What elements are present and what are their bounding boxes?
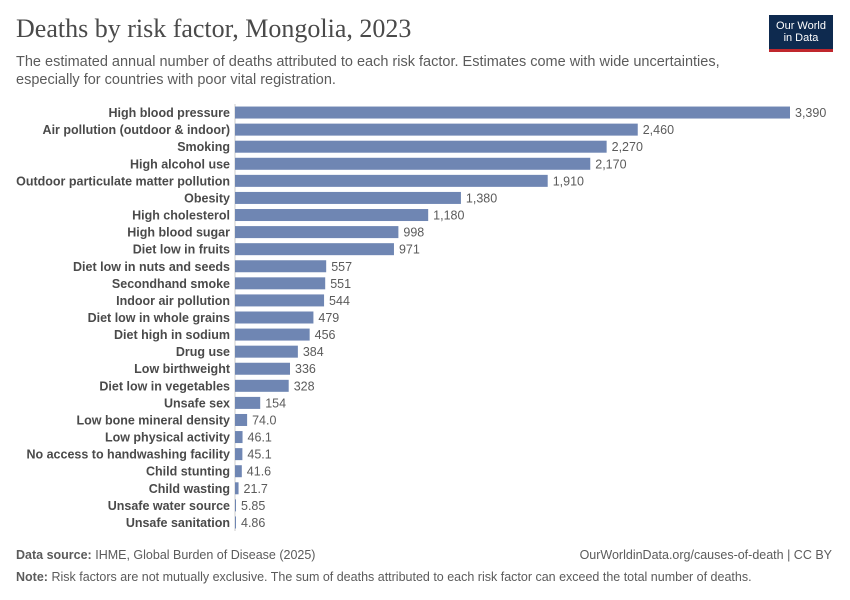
category-label: Low birthweight (134, 362, 231, 376)
category-label: High cholesterol (132, 209, 230, 223)
value-label: 2,270 (612, 140, 643, 154)
bar[interactable] (235, 328, 310, 341)
value-label: 551 (330, 277, 351, 291)
category-label: Unsafe water source (108, 499, 230, 513)
category-label: Diet low in nuts and seeds (73, 260, 230, 274)
value-label: 1,180 (433, 209, 464, 223)
bar[interactable] (235, 499, 236, 512)
value-label: 2,460 (643, 123, 674, 137)
bar[interactable] (235, 362, 291, 375)
category-label: Secondhand smoke (112, 277, 230, 291)
category-label: Obesity (184, 191, 230, 205)
bar[interactable] (235, 294, 325, 307)
value-label: 41.6 (247, 465, 271, 479)
note-label: Note: (16, 570, 48, 584)
bar-chart: High blood pressure 3,390 Air pollution (o… (16, 104, 826, 531)
bar[interactable] (235, 140, 607, 153)
logo-line-1: Our World (776, 20, 826, 32)
bar[interactable] (235, 431, 243, 444)
value-label: 384 (303, 345, 324, 359)
owid-logo[interactable]: Our World in Data (769, 15, 833, 52)
category-label: Indoor air pollution (116, 294, 230, 308)
bar[interactable] (235, 277, 326, 290)
bar[interactable] (235, 123, 638, 136)
category-label: High alcohol use (130, 157, 230, 171)
bar[interactable] (235, 345, 298, 358)
bar[interactable] (235, 465, 242, 478)
value-label: 5.85 (241, 499, 265, 513)
value-label: 328 (294, 379, 315, 393)
source-label: Data source: (16, 548, 92, 562)
value-label: 3,390 (795, 106, 826, 120)
bar[interactable] (235, 413, 248, 426)
bar[interactable] (235, 379, 289, 392)
bar[interactable] (235, 516, 236, 529)
value-label: 4.86 (241, 516, 265, 530)
category-label: Unsafe sex (164, 396, 230, 410)
bar[interactable] (235, 226, 399, 239)
bar[interactable] (235, 157, 591, 170)
value-label: 557 (331, 260, 352, 274)
category-label: Child stunting (146, 465, 230, 479)
value-label: 74.0 (252, 413, 276, 427)
category-label: No access to handwashing facility (26, 448, 230, 462)
note-text: Risk factors are not mutually exclusive.… (51, 570, 752, 584)
category-label: Low bone mineral density (77, 413, 231, 427)
category-label: Smoking (177, 140, 230, 154)
bar[interactable] (235, 482, 239, 495)
category-label: Outdoor particulate matter pollution (16, 174, 230, 188)
value-label: 21.7 (244, 482, 268, 496)
value-label: 2,170 (595, 157, 626, 171)
bar[interactable] (235, 191, 461, 204)
value-label: 1,380 (466, 191, 497, 205)
chart-subtitle: The estimated annual number of deaths at… (16, 54, 720, 88)
bar[interactable] (235, 243, 394, 256)
chart-note: Note: Risk factors are not mutually excl… (16, 570, 752, 584)
bar[interactable] (235, 174, 548, 187)
category-label: Low physical activity (105, 431, 230, 445)
source-text[interactable]: IHME, Global Burden of Disease (2025) (95, 548, 316, 562)
value-label: 1,910 (553, 174, 584, 188)
category-label: High blood sugar (127, 226, 230, 240)
chart-title: Deaths by risk factor, Mongolia, 2023 (16, 14, 412, 43)
value-label: 336 (295, 362, 316, 376)
value-label: 45.1 (247, 448, 271, 462)
bar[interactable] (235, 209, 429, 222)
value-label: 456 (315, 328, 336, 342)
category-label: Diet low in vegetables (99, 379, 230, 393)
category-label: Air pollution (outdoor & indoor) (43, 123, 230, 137)
value-label: 971 (399, 243, 420, 257)
category-label: Unsafe sanitation (126, 516, 230, 530)
logo-line-2: in Data (783, 32, 819, 44)
category-label: High blood pressure (108, 106, 230, 120)
value-label: 46.1 (248, 431, 272, 445)
data-source: Data source: IHME, Global Burden of Dise… (16, 548, 315, 562)
category-label: Diet high in sodium (114, 328, 230, 342)
value-label: 479 (318, 311, 339, 325)
value-label: 544 (329, 294, 350, 308)
bar[interactable] (235, 260, 327, 273)
bar[interactable] (235, 396, 261, 409)
chart-link[interactable]: OurWorldinData.org/causes-of-death | CC … (579, 548, 832, 562)
category-label: Diet low in whole grains (88, 311, 230, 325)
category-label: Diet low in fruits (133, 243, 230, 257)
bar[interactable] (235, 106, 790, 119)
category-label: Drug use (176, 345, 230, 359)
value-label: 154 (265, 396, 286, 410)
category-label: Child wasting (149, 482, 230, 496)
bar[interactable] (235, 311, 314, 324)
bar[interactable] (235, 448, 243, 461)
value-label: 998 (403, 226, 424, 240)
